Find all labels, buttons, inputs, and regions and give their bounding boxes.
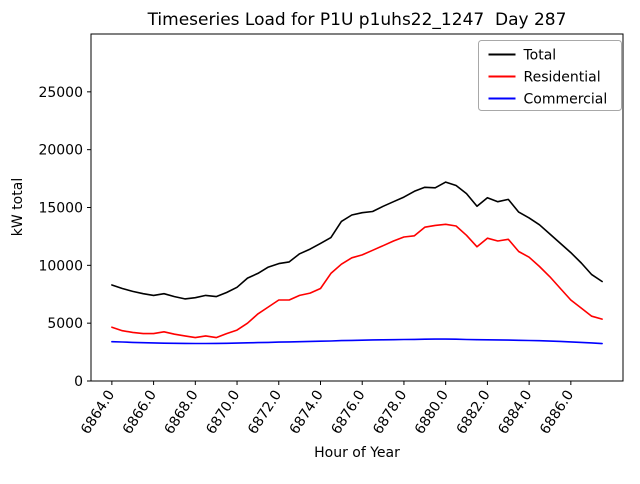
series-line-commercial <box>111 338 603 345</box>
legend-label-total: Total <box>523 48 557 64</box>
y-tick-label: 5000 <box>47 316 83 332</box>
legend-label-residential: Residential <box>524 70 601 86</box>
series-line-total <box>111 181 603 300</box>
y-tick-label: 10000 <box>38 258 83 274</box>
legend-label-commercial: Commercial <box>524 92 608 108</box>
series-lines <box>111 181 603 345</box>
y-tick-label: 15000 <box>38 201 83 217</box>
y-tick-label: 0 <box>74 374 83 390</box>
legend-box <box>478 40 622 111</box>
y-tick-label: 25000 <box>38 85 83 101</box>
legend: Total Residential Commercial <box>478 40 622 111</box>
y-axis-ticks: 0 5000 10000 15000 20000 25000 <box>38 85 91 390</box>
series-line-residential <box>111 223 603 339</box>
y-axis-label: kW total <box>10 178 26 236</box>
chart-title: Timeseries Load for P1U p1uhs22_1247 Day… <box>147 10 567 30</box>
x-axis-label: Hour of Year <box>314 445 400 461</box>
y-tick-label: 20000 <box>38 143 83 159</box>
